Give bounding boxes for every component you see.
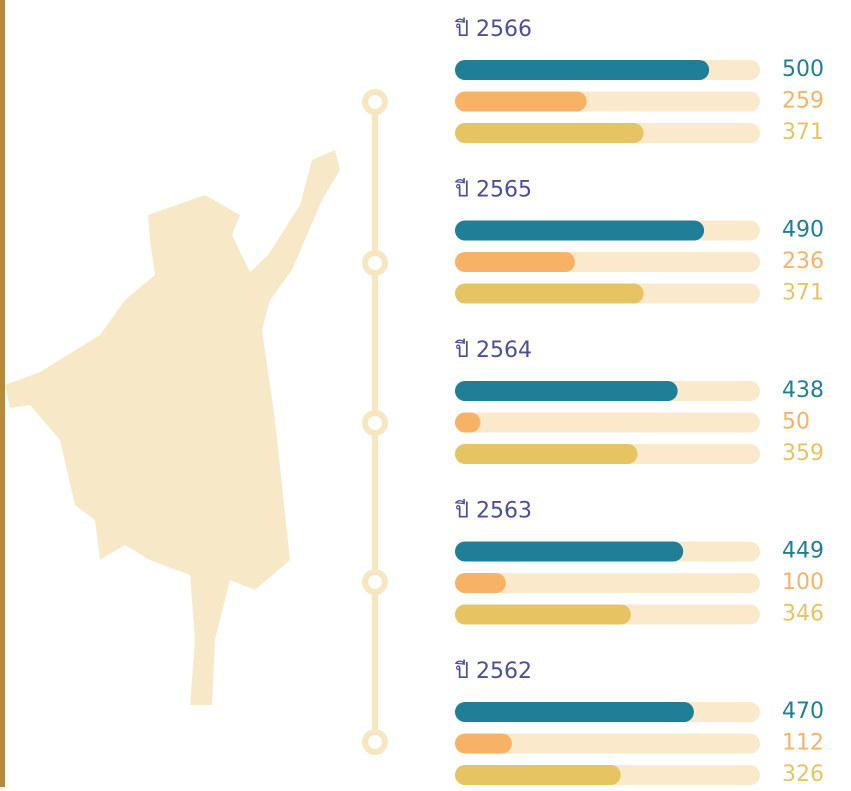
- year-label: ปี 2565: [454, 178, 532, 203]
- timeline-dots: [362, 89, 388, 755]
- bar-track: [455, 733, 760, 754]
- bar: [455, 733, 512, 754]
- bar: [455, 60, 710, 80]
- timeline-dot: [362, 729, 388, 755]
- value-label: 326: [782, 762, 824, 787]
- value-label: 50: [782, 410, 810, 435]
- left-border: [0, 0, 5, 787]
- value-label: 112: [782, 731, 824, 756]
- value-label: 449: [782, 539, 824, 564]
- bar: [455, 444, 638, 464]
- value-label: 490: [782, 218, 824, 243]
- bar: [455, 573, 506, 593]
- bar: [455, 252, 575, 272]
- bar: [455, 604, 631, 625]
- timeline-dot: [362, 250, 388, 276]
- value-label: 438: [782, 378, 824, 403]
- timeline-dot: [362, 410, 388, 436]
- bar: [455, 91, 587, 112]
- value-label: 371: [782, 281, 824, 306]
- year-label: ปี 2562: [454, 659, 532, 684]
- bar: [455, 381, 678, 401]
- bar: [455, 765, 621, 785]
- value-label: 359: [782, 441, 824, 466]
- bar: [455, 541, 684, 562]
- value-label: 346: [782, 602, 824, 627]
- bar: [455, 702, 694, 722]
- year-label: ปี 2566: [454, 17, 532, 42]
- value-label: 371: [782, 120, 824, 145]
- value-label: 259: [782, 89, 824, 114]
- bar: [455, 123, 644, 143]
- value-label: 236: [782, 249, 824, 274]
- year-label: ปี 2563: [454, 499, 532, 524]
- timeline-dot: [362, 89, 388, 115]
- bar: [455, 283, 644, 304]
- bar: [455, 412, 481, 433]
- value-label: 470: [782, 699, 824, 724]
- value-label: 500: [782, 57, 824, 82]
- year-label: ปี 2564: [454, 338, 532, 363]
- bar-track: [455, 573, 760, 593]
- bar: [455, 220, 705, 241]
- graduate-silhouette: [5, 150, 340, 705]
- bar-track: [455, 412, 760, 433]
- value-label: 100: [782, 570, 824, 595]
- timeline-dot: [362, 569, 388, 595]
